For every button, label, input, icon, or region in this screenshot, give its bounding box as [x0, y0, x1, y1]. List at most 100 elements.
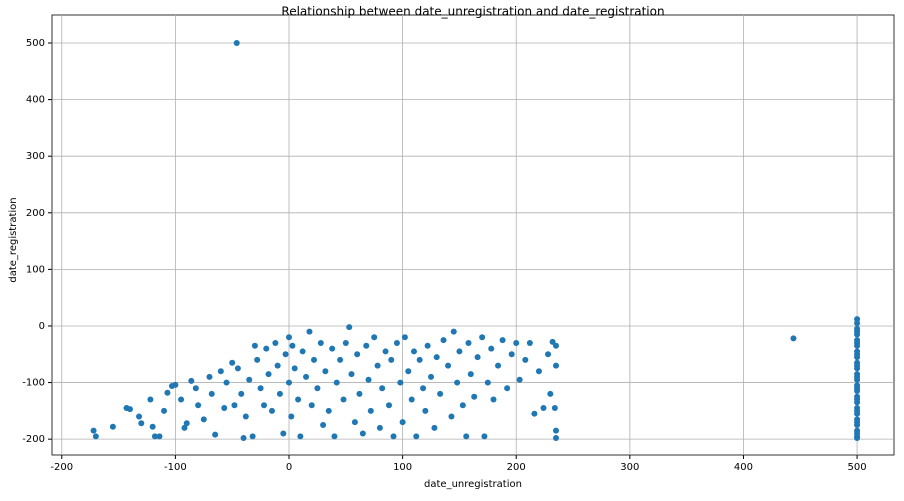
point	[854, 362, 861, 369]
point	[854, 351, 861, 358]
point	[151, 433, 158, 440]
point	[405, 368, 412, 375]
y-axis-label: date_registration	[8, 197, 19, 282]
point	[346, 324, 353, 331]
point	[854, 339, 861, 346]
y-tick-label: 100	[26, 264, 45, 275]
point	[479, 334, 486, 341]
point	[552, 427, 559, 434]
x-tick-label: 100	[393, 462, 412, 473]
point	[465, 339, 472, 346]
point	[393, 339, 400, 346]
point	[854, 396, 861, 403]
y-tick-label: 400	[26, 95, 45, 106]
point	[257, 385, 264, 392]
point	[526, 339, 533, 346]
point	[540, 405, 547, 412]
point	[183, 420, 190, 427]
y-tick-label: 300	[26, 151, 45, 162]
point	[535, 368, 542, 375]
x-tick-label: 300	[620, 462, 639, 473]
point	[314, 385, 321, 392]
y-tick-label: 0	[39, 321, 45, 332]
point	[178, 396, 185, 403]
point	[217, 368, 224, 375]
point	[463, 433, 470, 440]
point	[379, 385, 386, 392]
point	[471, 393, 478, 400]
point	[445, 362, 452, 369]
point	[401, 334, 408, 341]
point	[474, 354, 481, 361]
point	[156, 433, 163, 440]
point	[274, 362, 281, 369]
point	[484, 379, 491, 386]
point	[552, 342, 559, 349]
point	[481, 433, 488, 440]
point	[552, 362, 559, 369]
x-tick-label: -100	[164, 462, 187, 473]
point	[234, 365, 241, 372]
plot-area	[51, 14, 895, 456]
point	[388, 356, 395, 363]
x-tick-label: 200	[507, 462, 526, 473]
point	[212, 431, 219, 438]
point	[359, 430, 366, 437]
point	[276, 390, 283, 397]
point	[329, 345, 336, 352]
point	[188, 377, 195, 384]
point	[322, 368, 329, 375]
point	[149, 423, 156, 430]
point	[348, 371, 355, 378]
point	[522, 356, 529, 363]
point	[164, 389, 171, 396]
point	[317, 339, 324, 346]
point	[291, 365, 298, 372]
point	[440, 337, 447, 344]
point	[508, 351, 515, 358]
point	[306, 328, 313, 335]
point	[147, 396, 154, 403]
point	[286, 334, 293, 341]
point	[390, 433, 397, 440]
point	[467, 371, 474, 378]
point	[320, 422, 327, 429]
point	[288, 413, 295, 420]
point	[382, 348, 389, 355]
point	[308, 402, 315, 409]
point	[261, 402, 268, 409]
point	[340, 396, 347, 403]
point	[136, 413, 143, 420]
point	[363, 342, 370, 349]
point	[413, 433, 420, 440]
point	[495, 362, 502, 369]
point	[299, 348, 306, 355]
point	[854, 373, 861, 380]
point	[90, 427, 97, 434]
point	[545, 351, 552, 358]
point	[295, 396, 302, 403]
point	[342, 339, 349, 346]
point	[513, 339, 520, 346]
point	[399, 419, 406, 426]
point	[450, 328, 457, 335]
point	[854, 320, 861, 327]
point	[456, 348, 463, 355]
point	[420, 385, 427, 392]
point	[223, 379, 230, 386]
x-tick-label: 500	[848, 462, 867, 473]
point	[854, 430, 861, 437]
point	[454, 379, 461, 386]
point	[254, 356, 261, 363]
point	[303, 373, 310, 380]
point	[161, 407, 168, 414]
point	[181, 424, 188, 431]
point	[356, 390, 363, 397]
point	[351, 419, 358, 426]
point	[297, 433, 304, 440]
chart-title: Relationship between date_unregistration…	[281, 5, 664, 19]
point	[428, 373, 435, 380]
point	[265, 371, 272, 378]
point	[424, 342, 431, 349]
point	[229, 359, 236, 366]
